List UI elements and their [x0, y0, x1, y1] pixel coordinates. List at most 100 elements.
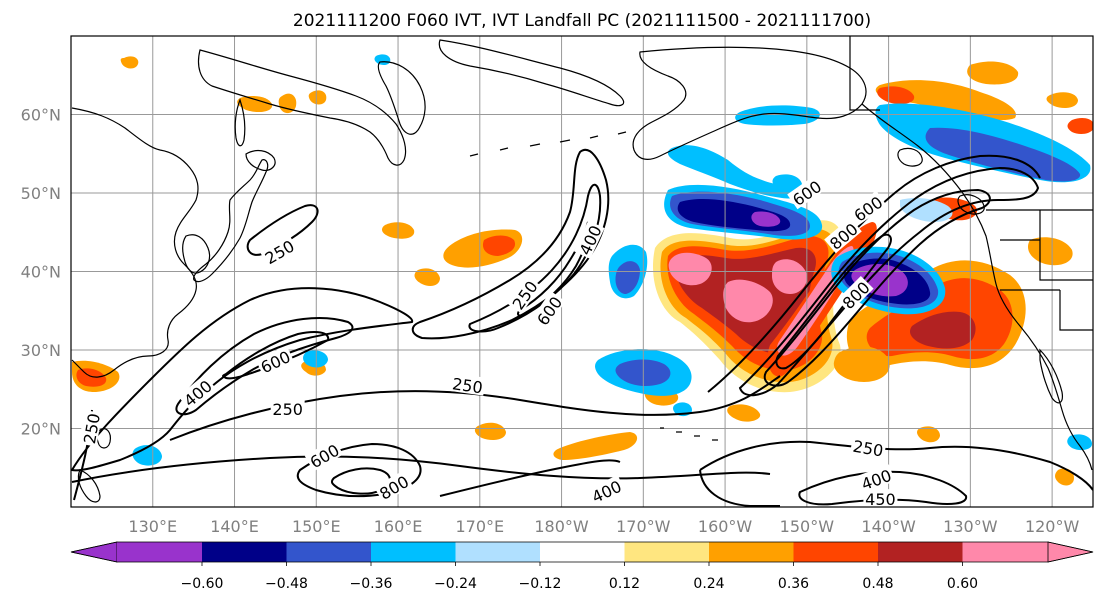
colorbar: −0.60 −0.48 −0.36 −0.24 −0.12 0.12 0.24 0.36 0.4… [70, 541, 1094, 592]
shade-positive-west1-inner [76, 368, 107, 387]
contour-label-bg [824, 217, 862, 254]
colorbar-extend-min [70, 541, 118, 563]
coast-hokkaido [245, 149, 276, 171]
contour-label-bg [586, 475, 626, 506]
colorbar-label-7: 0.36 [778, 576, 809, 592]
shade-negative-south1 [1067, 434, 1092, 451]
colorbar-segment-4 [455, 542, 540, 562]
contour-label-6: 250 [449, 373, 486, 397]
colorbar-segment-8 [793, 542, 878, 562]
coast-alaska [632, 46, 867, 160]
contour-label-bg [304, 438, 344, 472]
shade-positive-s1 [474, 422, 506, 440]
shade-negative-goa-light [900, 198, 953, 222]
contour-label-bg [848, 190, 887, 226]
coast-north-america [861, 103, 1093, 471]
shade-positive-s2 [553, 432, 638, 460]
contour-label-text: 250 [272, 400, 303, 419]
shade-positive-ne5 [877, 86, 915, 104]
contour-label-bg [573, 220, 605, 259]
shade-positive-central3 [414, 268, 440, 286]
shade-positive-ne4 [1046, 92, 1078, 108]
shade-positive-se-darkred [909, 311, 976, 349]
colorbar-label-0: −0.60 [181, 576, 224, 592]
contour-250-south [71, 455, 771, 483]
latitude-labels: 20°N 30°N 40°N 50°N 60°N [21, 106, 61, 439]
contour-400-central [468, 183, 602, 333]
colorbar-segment-3 [371, 542, 456, 562]
coast-baja [1039, 348, 1063, 404]
lon-label-6: 170°W [616, 517, 671, 536]
shade-positive-ne3 [1067, 118, 1093, 134]
contour-label-text: 450 [865, 490, 896, 509]
contour-label-bg [374, 470, 413, 503]
coast-chukotka [438, 39, 625, 107]
shade-negative-aleut-north [667, 145, 802, 199]
contour-label-bg [863, 489, 898, 507]
lon-label-2: 150°E [292, 517, 341, 536]
colorbar-segment-5 [540, 542, 625, 562]
ivt-contours [71, 149, 1093, 507]
shade-positive-ar-pink3 [772, 259, 808, 294]
colorbar-extend-max [1047, 541, 1094, 563]
shade-positive-central1-inner [482, 235, 516, 256]
shade-positive-west3 [278, 93, 297, 114]
contour-label-bg [506, 275, 542, 314]
lon-label-4: 170°E [455, 517, 504, 536]
contour-label-bg [255, 345, 295, 377]
colorbar-label-5: 0.12 [609, 576, 640, 592]
colorbar-segment-2 [286, 542, 371, 562]
map-title: 2021111200 F060 IVT, IVT Landfall PC (20… [293, 11, 871, 31]
coast-bc-islands [897, 147, 923, 167]
contour-600-south [296, 442, 422, 498]
shade-positive-west5 [120, 56, 139, 69]
contour-250-west [71, 287, 414, 472]
shade-negative-goa-blue [925, 127, 1081, 182]
lon-label-10: 130°W [943, 517, 998, 536]
contour-label-bg [78, 410, 103, 447]
lon-label-7: 160°W [698, 517, 753, 536]
shade-negative-aleut-purple [751, 211, 781, 227]
contour-label-text: 250 [451, 374, 484, 397]
contour-250-east [699, 440, 1093, 491]
shade-positive-ne1 [875, 80, 1016, 121]
border-states [1000, 210, 1093, 331]
colorbar-outline [70, 541, 1094, 563]
shade-positive-ar-pink1 [668, 252, 712, 286]
contour-label-18: 450 [863, 489, 898, 509]
colorbar-segment-1 [202, 542, 287, 562]
lon-label-0: 130°E [128, 517, 177, 536]
shade-positive-ne2 [967, 61, 1019, 85]
colorbar-segment-9 [878, 542, 963, 562]
colorbar-label-6: 0.24 [693, 576, 724, 592]
shade-positive-ne7 [1027, 237, 1073, 266]
shade-positive-s6 [727, 404, 761, 422]
contour-label-bg [259, 234, 299, 268]
contour-800-ar [775, 233, 892, 370]
lat-label-2: 40°N [21, 263, 61, 282]
contour-label-bg [270, 398, 305, 417]
lon-label-9: 140°W [861, 517, 916, 536]
contour-label-8: 250 [78, 410, 104, 447]
lon-label-1: 140°E [210, 517, 259, 536]
coast-okhotsk [197, 49, 407, 166]
contour-600-west [222, 331, 330, 380]
longitude-labels: 130°E 140°E 150°E 160°E 170°E 180°W 170°W 160°W… [128, 517, 1079, 536]
colorbar-segment-7 [709, 542, 794, 562]
shade-positive-ar-pink2 [723, 279, 773, 323]
lat-label-1: 30°N [21, 341, 61, 360]
shade-positive-s3 [1055, 468, 1074, 486]
lon-label-8: 150°W [780, 517, 835, 536]
colorbar-label-9: 0.60 [947, 576, 978, 592]
colorbar-segment-6 [624, 542, 709, 562]
coast-sakhalin [234, 98, 246, 147]
shade-positive-west4 [308, 90, 327, 105]
lon-label-3: 160°E [374, 517, 423, 536]
shade-negative-north2 [772, 174, 802, 191]
shade-negative-central-40n-inner [615, 261, 640, 294]
contour-600-ar [763, 188, 991, 387]
colorbar-label-3: −0.24 [434, 576, 477, 592]
contour-400-south [439, 459, 621, 497]
contour-400-west [175, 317, 354, 416]
contour-label-bg [449, 373, 486, 396]
